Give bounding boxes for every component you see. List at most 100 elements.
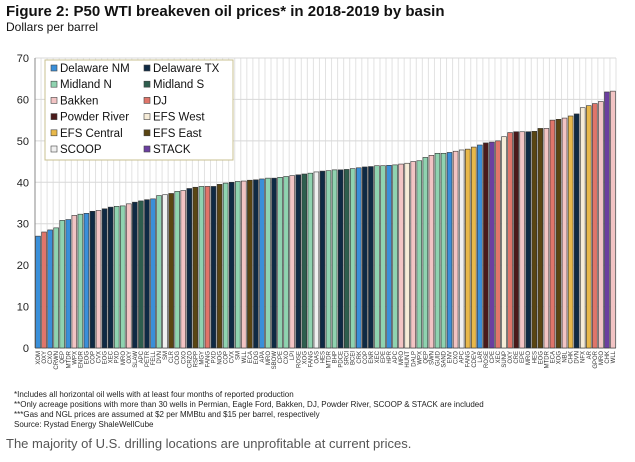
footnote: **Only acreage positions with more than …: [14, 400, 484, 409]
x-tick-label: OXY: [127, 351, 133, 364]
bar: [107, 206, 114, 349]
x-tick-label: COP: [224, 351, 230, 364]
x-tick-label: APC: [393, 350, 399, 363]
bar: [477, 144, 483, 349]
bar: [259, 178, 265, 349]
bar: [101, 208, 108, 349]
bar: [410, 161, 416, 349]
bar: [567, 115, 574, 349]
x-tick-label: OXY: [508, 351, 514, 364]
x-tick-label: MRO: [121, 351, 127, 365]
x-tick-label: MRO: [266, 351, 272, 365]
x-tick-label: XEC: [109, 350, 115, 363]
bar: [392, 164, 398, 349]
bar: [241, 180, 247, 349]
x-tick-label: WPX: [72, 351, 78, 365]
legend-swatch: [50, 80, 58, 88]
x-tick-label: COP: [363, 351, 369, 364]
x-tick-label: EPE: [381, 351, 387, 363]
x-tick-label: CPE: [278, 351, 284, 363]
x-tick-label: MTDR: [544, 350, 550, 368]
x-tick-label: FANG: [466, 351, 472, 368]
legend-label: STACK: [153, 144, 191, 156]
bar: [41, 231, 47, 349]
x-tick-label: GPOR: [593, 350, 599, 368]
bar: [120, 205, 126, 349]
bar: [162, 194, 168, 349]
x-tick-label: CRZO: [187, 351, 193, 368]
x-tick-label: PXD: [212, 350, 218, 363]
x-tick-label: BHP: [333, 351, 339, 363]
bar: [174, 191, 180, 349]
bar: [464, 148, 471, 349]
caption: The majority of U.S. drilling locations …: [6, 436, 412, 451]
bar: [53, 227, 59, 349]
bar: [319, 170, 326, 349]
bar: [295, 174, 301, 349]
x-tick-label: CHK: [605, 351, 611, 364]
x-tick-label: COP: [90, 351, 96, 364]
legend-label: Delaware NM: [60, 63, 130, 75]
x-tick-label: DALP: [411, 351, 417, 367]
legend-swatch: [143, 97, 151, 104]
y-tick-label: 30: [17, 219, 29, 231]
x-tick-label: QEP: [60, 351, 66, 364]
bar: [168, 193, 174, 349]
x-tick-label: XOG: [557, 351, 563, 365]
bar: [579, 107, 586, 349]
bar: [440, 152, 447, 349]
x-tick-label: FANG: [205, 351, 211, 368]
x-tick-label: XEC: [496, 350, 502, 363]
bar: [95, 210, 102, 349]
x-tick-label: SM: [163, 351, 169, 360]
footnotes: *Includes all horizontal oil wells with …: [14, 390, 484, 430]
x-tick-label: APA: [260, 351, 266, 363]
x-tick-label: QEP: [423, 351, 429, 364]
legend-swatch: [143, 145, 151, 153]
legend-swatch: [143, 113, 151, 120]
x-tick-label: CHK: [569, 351, 575, 364]
legend-label: Delaware TX: [153, 63, 220, 75]
bar: [216, 184, 223, 349]
x-tick-label: BCEI: [351, 351, 357, 365]
y-tick-label: 10: [17, 302, 29, 314]
x-tick-label: CRWN: [54, 351, 60, 370]
bar: [204, 186, 211, 349]
bar: [446, 152, 453, 349]
bar: [368, 166, 374, 349]
chart-title: Figure 2: P50 WTI breakeven oil prices* …: [6, 3, 445, 20]
legend-swatch: [50, 129, 58, 137]
x-tick-label: ROSE: [484, 351, 490, 368]
bar: [561, 117, 568, 349]
legend-swatch: [50, 64, 58, 72]
x-tick-label: XEC: [375, 350, 381, 363]
bar: [434, 152, 441, 349]
x-tick-label: MRO: [526, 351, 532, 365]
x-tick-label: RSPP: [193, 351, 199, 367]
x-tick-label: APC: [139, 350, 145, 363]
legend-label: EFS West: [153, 112, 205, 124]
bar: [489, 141, 495, 349]
x-tick-label: MGY: [199, 351, 205, 365]
legend-label: SCOOP: [60, 144, 102, 156]
bar: [222, 182, 229, 349]
x-tick-label: GUID: [435, 350, 441, 366]
bar: [386, 165, 392, 349]
bar: [416, 160, 423, 349]
x-tick-label: XOM: [36, 351, 42, 365]
x-tick-label: ENR: [369, 350, 375, 363]
bar: [331, 169, 338, 349]
x-tick-label: PDCE: [339, 351, 345, 368]
y-tick-label: 40: [17, 177, 29, 189]
bar: [531, 131, 538, 349]
x-tick-label: MRO: [599, 351, 605, 365]
x-tick-label: SM: [236, 351, 242, 360]
legend-label: Midland S: [153, 79, 204, 91]
bar: [337, 169, 344, 349]
bar: [543, 128, 550, 349]
bar: [343, 169, 350, 349]
bar: [380, 165, 386, 349]
legend-label: Midland N: [60, 79, 112, 91]
bar: [283, 176, 289, 349]
y-tick-label: 70: [17, 53, 29, 65]
